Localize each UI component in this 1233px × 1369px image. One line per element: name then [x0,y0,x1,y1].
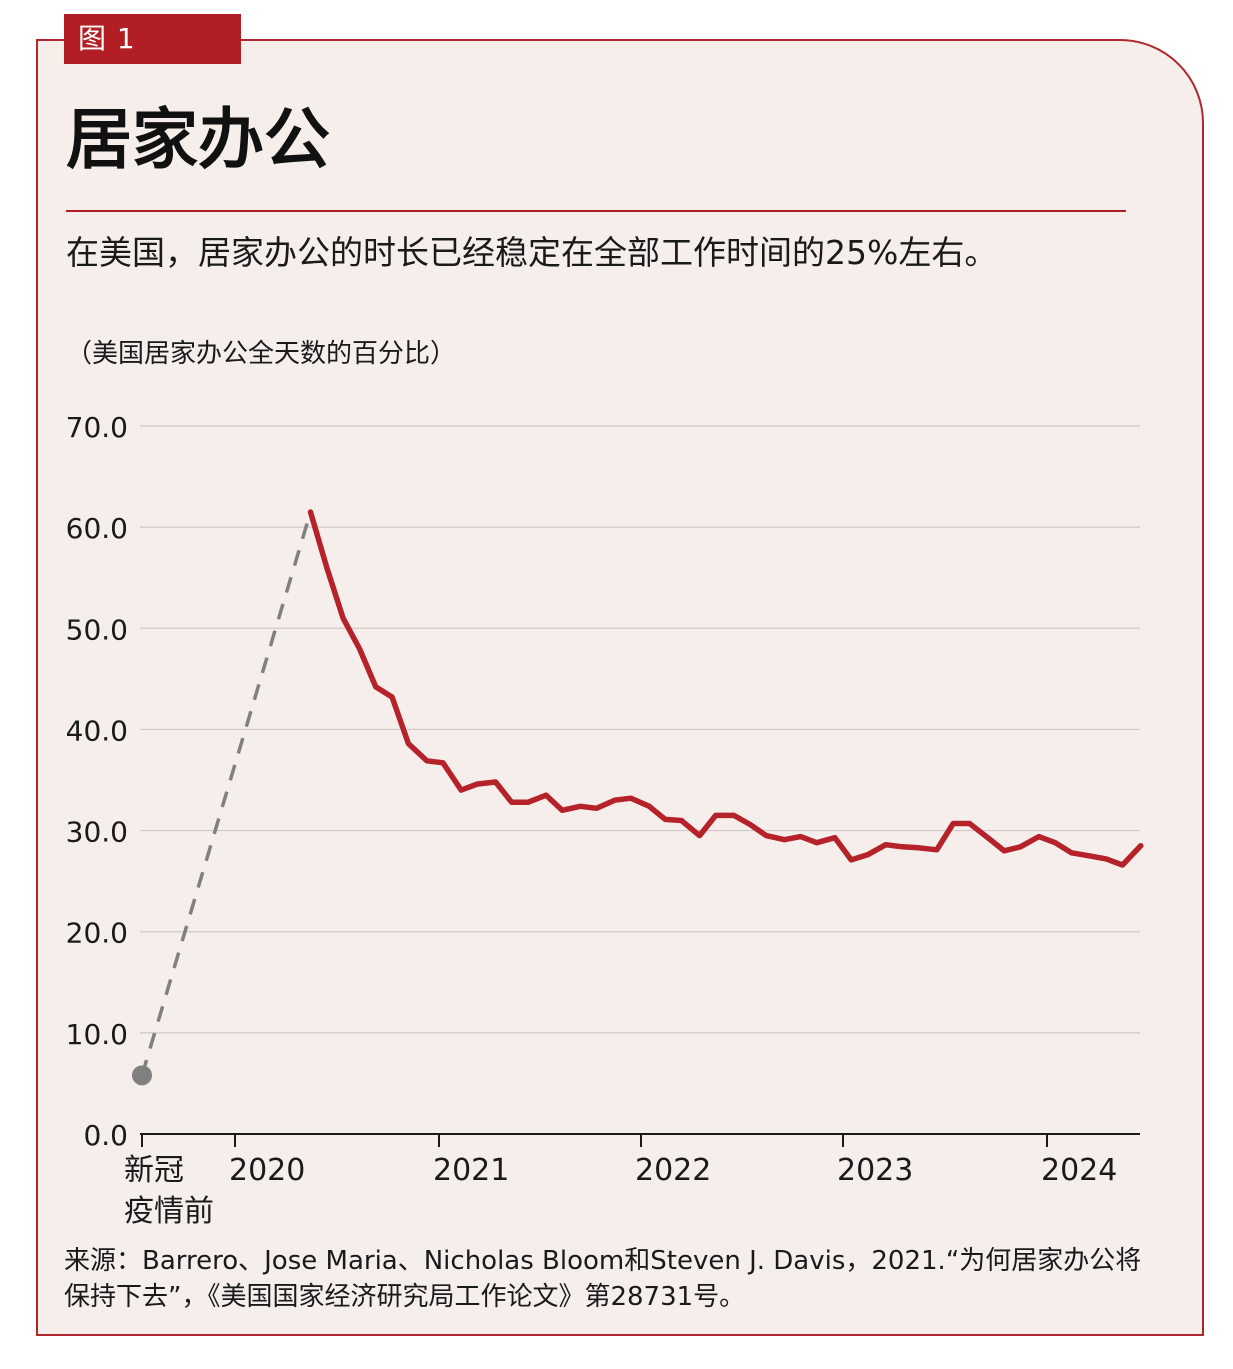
figure-tag: 图 1 [64,14,241,64]
y-tick-label: 50.0 [66,613,128,646]
y-tick-label: 60.0 [66,512,128,545]
x-tick-label: 2020 [229,1153,305,1188]
x-tick-label: 2022 [635,1153,711,1188]
y-tick-label: 30.0 [66,816,128,849]
y-tick-label: 10.0 [66,1018,128,1051]
source-note: 来源：Barrero、Jose Maria、Nicholas Bloom和Ste… [64,1246,1142,1312]
pre-pandemic-point [132,1065,152,1086]
x-tick-label: 新冠 [124,1153,184,1188]
pre-pandemic-dashed-line [140,511,313,1076]
wfh-share-line [307,509,1144,868]
y-axis-label: （美国居家办公全天数的百分比） [66,339,457,369]
x-tick-label: 2021 [433,1153,509,1188]
y-tick-label: 20.0 [66,917,128,950]
x-tick-label: 2024 [1041,1153,1117,1188]
y-tick-label: 40.0 [66,714,128,747]
chart-title: 居家办公 [66,101,330,178]
x-tick-label: 疫情前 [124,1194,214,1229]
x-tick-label: 2023 [837,1153,913,1188]
y-tick-label: 0.0 [83,1119,128,1152]
y-tick-label: 70.0 [66,411,128,444]
figure-panel [36,39,1204,1336]
chart-subtitle: 在美国，居家办公的时长已经稳定在全部工作时间的25%左右。 [66,233,998,272]
title-divider [66,210,1126,212]
